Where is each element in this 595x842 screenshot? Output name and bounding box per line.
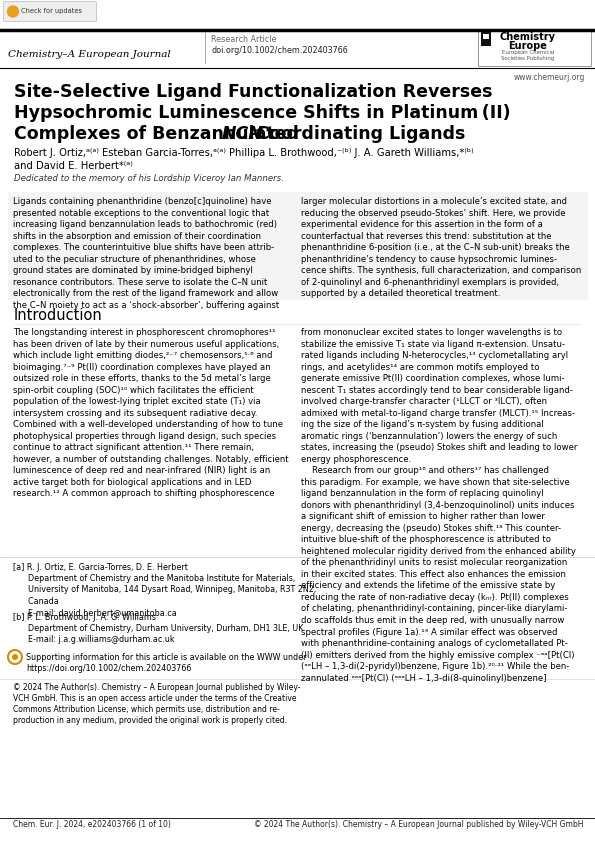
Text: doi.org/10.1002/chem.202403766: doi.org/10.1002/chem.202403766: [211, 46, 347, 55]
Text: European Chemical
Societies Publishing: European Chemical Societies Publishing: [502, 50, 555, 61]
Text: Dedicated to the memory of his Lordship Viceroy Ian Manners.: Dedicated to the memory of his Lordship …: [14, 174, 284, 183]
Text: Robert J. Ortiz,ᵃ⁽ᵃ⁾ Esteban Garcia-Torres,ᵃ⁽ᵃ⁾ Phillipa L. Brothwood,⁻⁽ᵇ⁾ J. A.: Robert J. Ortiz,ᵃ⁽ᵃ⁾ Esteban Garcia-Torr…: [14, 148, 474, 158]
Text: www.chemeurj.org: www.chemeurj.org: [513, 73, 585, 82]
Text: Europe: Europe: [509, 41, 547, 51]
Text: Chemistry–A European Journal: Chemistry–A European Journal: [8, 50, 171, 59]
Bar: [478, 30, 591, 66]
FancyBboxPatch shape: [4, 2, 96, 22]
Text: Supporting information for this article is available on the WWW under
https://do: Supporting information for this article …: [26, 653, 306, 674]
Text: Check for updates: Check for updates: [21, 8, 82, 14]
Text: Research Article: Research Article: [211, 35, 277, 44]
Bar: [481, 32, 491, 46]
Text: Hypsochromic Luminescence Shifts in Platinum (II): Hypsochromic Luminescence Shifts in Plat…: [14, 104, 511, 122]
Text: larger molecular distortions in a molecule’s excited state, and
reducing the obs: larger molecular distortions in a molecu…: [301, 197, 581, 298]
Text: © 2024 The Author(s). Chemistry – A European Journal published by Wiley-
VCH Gmb: © 2024 The Author(s). Chemistry – A Euro…: [13, 683, 300, 725]
Text: ‑Coordinating Ligands: ‑Coordinating Ligands: [249, 125, 465, 143]
Text: Site-Selective Ligand Functionalization Reverses: Site-Selective Ligand Functionalization …: [14, 83, 493, 101]
Text: Complexes of Benzannulated: Complexes of Benzannulated: [14, 125, 308, 143]
Text: NCN: NCN: [222, 125, 264, 143]
Circle shape: [8, 6, 18, 17]
Text: from mononuclear excited states to longer wavelengths is to
stabilize the emissi: from mononuclear excited states to longe…: [301, 328, 577, 683]
Text: and David E. Herbert*⁽ᵃ⁾: and David E. Herbert*⁽ᵃ⁾: [14, 161, 133, 171]
Bar: [8, 192, 588, 300]
Text: [b] P. L. Brothwood, J. A. G. Williams
      Department of Chemistry, Durham Uni: [b] P. L. Brothwood, J. A. G. Williams D…: [13, 613, 303, 644]
Circle shape: [12, 654, 18, 660]
Text: Ligands containing phenanthridine (benzo[c]quinoline) have
presented notable exc: Ligands containing phenanthridine (benzo…: [13, 197, 279, 310]
Text: [a] R. J. Ortiz, E. Garcia-Torres, D. E. Herbert
      Department of Chemistry a: [a] R. J. Ortiz, E. Garcia-Torres, D. E.…: [13, 563, 317, 617]
Text: Chem. Eur. J. 2024, e202403766 (1 of 10): Chem. Eur. J. 2024, e202403766 (1 of 10): [13, 820, 171, 829]
Text: Introduction: Introduction: [14, 308, 103, 323]
Text: Chemistry: Chemistry: [500, 32, 556, 42]
Bar: [483, 34, 489, 39]
Text: The longstanding interest in phosphorescent chromophores¹¹
has been driven of la: The longstanding interest in phosphoresc…: [13, 328, 289, 498]
Text: © 2024 The Author(s). Chemistry – A European Journal published by Wiley-VCH GmbH: © 2024 The Author(s). Chemistry – A Euro…: [253, 820, 583, 829]
